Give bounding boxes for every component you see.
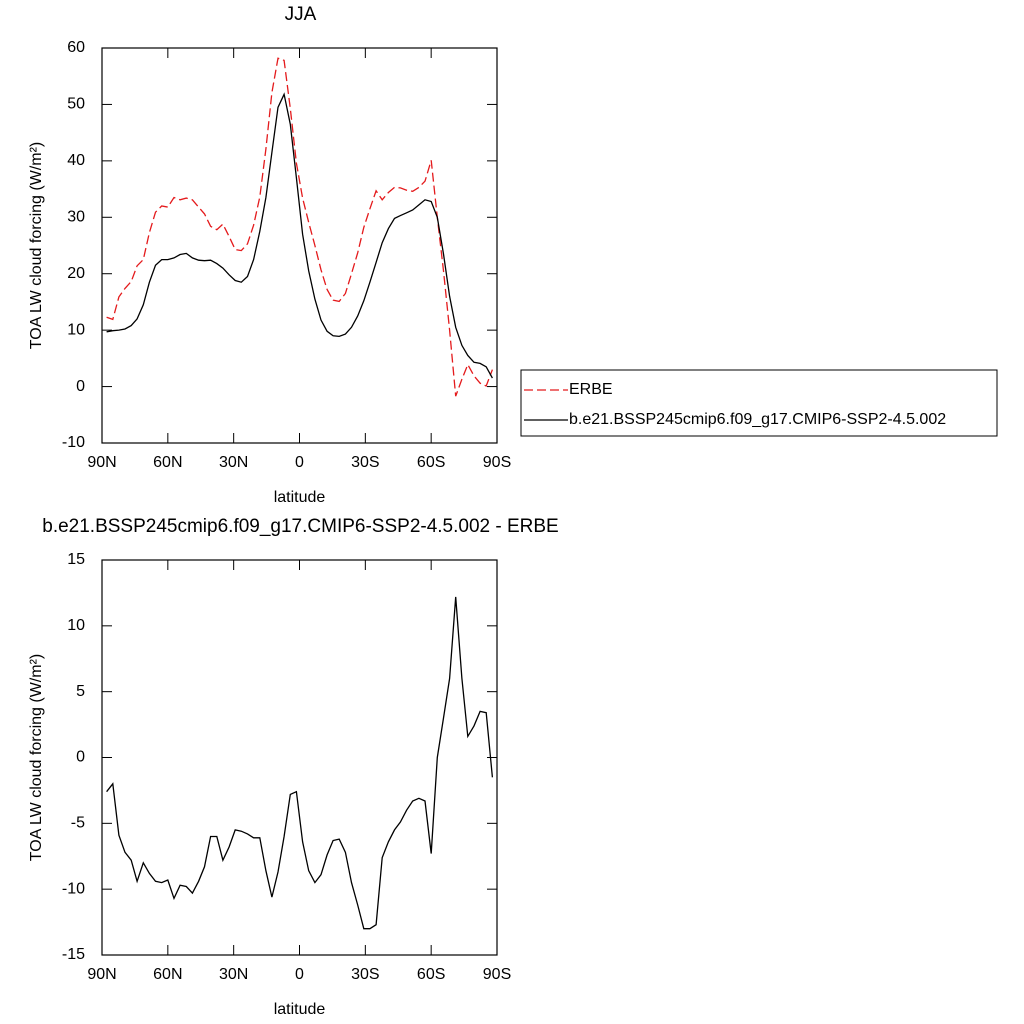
y-tick-label: 10 [67, 617, 85, 634]
y-tick-label: 30 [67, 209, 85, 226]
x-axis-label: latitude [274, 1001, 326, 1018]
legend-label: ERBE [569, 381, 613, 398]
x-tick-label: 0 [295, 966, 304, 983]
plot-frame [101, 47, 498, 444]
y-tick-label: 0 [76, 749, 85, 766]
x-axis-label: latitude [274, 489, 326, 506]
x-tick-label: 90N [87, 454, 116, 471]
data-line [106, 596, 494, 930]
chart-title: b.e21.BSSP245cmip6.f09_g17.CMIP6-SSP2-4.… [42, 516, 558, 537]
y-tick-label: 40 [67, 152, 85, 169]
legend-label: b.e21.BSSP245cmip6.f09_g17.CMIP6-SSP2-4.… [569, 411, 946, 428]
x-tick-label: 90S [483, 966, 511, 983]
x-tick-label: 90S [483, 454, 511, 471]
y-tick-label: 0 [76, 378, 85, 395]
y-tick-label: 10 [67, 321, 85, 338]
y-tick-label: 5 [76, 683, 85, 700]
x-tick-label: 90N [87, 966, 116, 983]
x-tick-label: 0 [295, 454, 304, 471]
x-tick-label: 60N [153, 454, 182, 471]
y-tick-label: 15 [67, 551, 85, 568]
y-tick-label: 20 [67, 265, 85, 282]
y-tick-label: 50 [67, 96, 85, 113]
x-tick-label: 60S [417, 966, 445, 983]
x-tick-label: 30S [351, 454, 379, 471]
x-tick-label: 30N [219, 454, 248, 471]
x-tick-label: 30S [351, 966, 379, 983]
x-tick-label: 60S [417, 454, 445, 471]
y-axis-label: TOA LW cloud forcing (W/m²) [28, 142, 45, 349]
y-tick-label: -15 [62, 946, 85, 963]
y-tick-label: -10 [62, 434, 85, 451]
y-tick-label: -10 [62, 880, 85, 897]
data-line [106, 57, 494, 397]
x-tick-label: 30N [219, 966, 248, 983]
y-tick-label: 60 [67, 39, 85, 56]
legend-box [520, 369, 998, 437]
data-line [106, 92, 493, 379]
chart-title: JJA [285, 4, 317, 25]
y-axis-label: TOA LW cloud forcing (W/m²) [28, 654, 45, 861]
x-tick-label: 60N [153, 966, 182, 983]
y-tick-label: -5 [71, 815, 85, 832]
